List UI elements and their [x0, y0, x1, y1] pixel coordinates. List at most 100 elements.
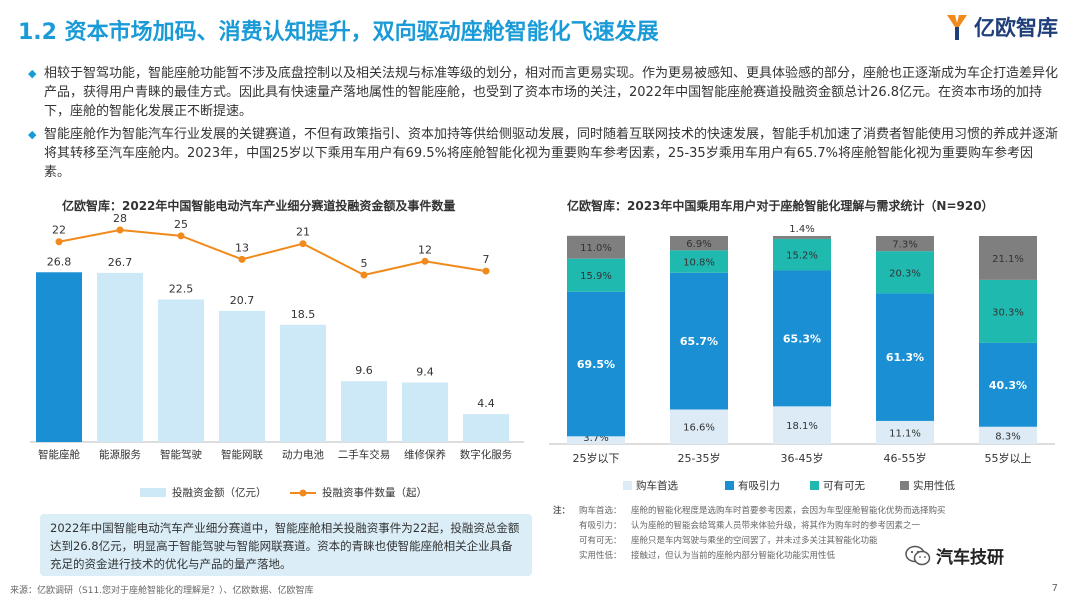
- x-tick-label: 智能座舱: [38, 448, 80, 461]
- legend-label: 可有可无: [823, 479, 865, 492]
- line-data-label: 22: [52, 224, 66, 237]
- stacked-segment: [773, 238, 831, 271]
- segment-data-label: 1.4%: [789, 224, 814, 235]
- note-key: 有吸引力：: [579, 521, 622, 531]
- legend-swatch: [900, 481, 909, 490]
- legend-swatch: [623, 481, 632, 490]
- watermark: 汽车技研: [905, 543, 1004, 568]
- chart-left-title: 亿欧智库：2022年中国智能电动汽车产业细分赛道投融资金额及事件数量: [62, 199, 456, 213]
- chart-right: 3.7% 69.5% 15.9% 11.0% 25岁以下 16.6% 65.7% 10.8% 6…: [549, 224, 1055, 492]
- segment-data-label: 11.1%: [889, 428, 921, 439]
- segment-data-label: 18.1%: [786, 421, 818, 432]
- line-point: [360, 271, 368, 279]
- bar-data-label: 9.6: [355, 364, 373, 377]
- segment-data-label: 16.6%: [683, 423, 715, 434]
- line-point: [299, 240, 307, 248]
- bullet-item: 智能座舱作为智能汽车行业发展的关键赛道，不但有政策指引、资本加持等供给侧驱动发展…: [28, 125, 1058, 182]
- bar-data-label: 18.5: [291, 308, 316, 321]
- series-line: [58, 228, 487, 277]
- bar: [402, 382, 448, 442]
- line-data-label: 5: [361, 257, 368, 270]
- segment-data-label: 11.0%: [580, 243, 612, 254]
- legend-label: 投融资金额（亿元）: [172, 486, 267, 499]
- note-value: 接触过，但认为当前的座舱内部分智能化功能实用性低: [631, 551, 836, 561]
- stacked-segment: [979, 426, 1037, 444]
- stacked-segment: [670, 409, 728, 444]
- stacked-segment: [670, 250, 728, 273]
- line-data-label: 12: [418, 243, 432, 256]
- segment-data-label: 30.3%: [992, 307, 1024, 318]
- stacked-segment: [979, 342, 1037, 427]
- line-data-label: 28: [113, 212, 127, 225]
- segment-data-label: 15.2%: [786, 251, 818, 262]
- legend-swatch: [810, 481, 819, 490]
- bar-data-label: 9.4: [416, 365, 434, 378]
- line-data-label: 21: [296, 226, 310, 239]
- segment-data-label: 15.9%: [580, 271, 612, 282]
- x-tick-label: 55岁以上: [985, 451, 1032, 465]
- x-tick-label: 46-55岁: [884, 451, 927, 465]
- segment-data-label: 65.7%: [680, 335, 718, 348]
- legend-label: 有吸引力: [738, 479, 780, 492]
- x-tick-label: 动力电池: [282, 448, 324, 461]
- legend-label: 购车首选: [636, 479, 678, 492]
- segment-data-label: 3.7%: [583, 433, 608, 444]
- note-row: 实用性低： 接触过，但认为当前的座舱内部分智能化功能实用性低: [553, 549, 1033, 564]
- notes-lead: 注：: [553, 506, 571, 516]
- x-tick-label: 25岁以下: [573, 451, 620, 465]
- segment-data-label: 40.3%: [989, 379, 1027, 392]
- segment-data-label: 8.3%: [995, 431, 1020, 442]
- segment-data-label: 7.3%: [892, 240, 917, 251]
- stacked-segment: [876, 420, 934, 444]
- line-data-label: 7: [483, 253, 490, 266]
- bar: [158, 299, 204, 442]
- legend-label: 投融资事件数量（起）: [322, 486, 427, 499]
- note-row: 有吸引力： 认为座舱的智能会给驾乘人员带来体验升级，将其作为购车时的参考因素之一: [553, 519, 1033, 534]
- line-data-label: 13: [235, 241, 249, 254]
- stacked-segment: [567, 291, 625, 437]
- stacked-segment: [567, 436, 625, 444]
- stacked-segment: [773, 236, 831, 239]
- segment-data-label: 6.9%: [686, 239, 711, 250]
- source-note: 来源：亿欧调研（S11.您对于座舱智能化的理解是？）、亿欧数据、亿欧智库: [10, 586, 314, 596]
- x-tick-label: 能源服务: [99, 448, 141, 461]
- x-tick-label: 智能驾驶: [160, 448, 202, 461]
- note-key: 购车首选：: [579, 506, 622, 516]
- logo-text: 亿欧智库: [974, 16, 1058, 40]
- x-tick-label: 二手车交易: [338, 448, 391, 461]
- bar-data-label: 26.7: [108, 256, 133, 269]
- x-tick-label: 智能网联: [221, 448, 263, 461]
- segment-data-label: 10.8%: [683, 258, 715, 269]
- note-value: 座舱只是车内驾驶与乘坐的空间罢了，并未过多关注其智能化功能: [631, 536, 878, 546]
- bar: [36, 272, 82, 442]
- notes: 注： 购车首选： 座舱的智能化程度是选购车时首要参考因素，会因为车型座舱智能化优…: [553, 504, 1033, 564]
- bar: [219, 310, 265, 442]
- stacked-segment: [773, 270, 831, 407]
- legend-label: 实用性低: [913, 479, 955, 492]
- bullet-list: 相较于智驾功能，智能座舱功能暂不涉及底盘控制以及相关法规与标准等级的划分，相对而…: [28, 64, 1058, 186]
- chart-left: 26.8 智能座舱 26.7 能源服务 22.5 智能驾驶 20.7 智能网联 18.5 动力电池…: [30, 212, 524, 499]
- line-point: [116, 226, 124, 234]
- bullet-item: 相较于智驾功能，智能座舱功能暂不涉及底盘控制以及相关法规与标准等级的划分，相对而…: [28, 64, 1058, 121]
- bar: [280, 324, 326, 442]
- legend-swatch: [725, 481, 734, 490]
- line-point: [55, 238, 63, 246]
- stacked-segment: [670, 236, 728, 251]
- line-point: [238, 255, 246, 263]
- stacked-segment: [979, 279, 1037, 343]
- x-tick-label: 数字化服务: [460, 448, 513, 461]
- bar: [463, 414, 509, 442]
- wechat-icon: [905, 545, 931, 565]
- x-tick-label: 维修保养: [404, 448, 446, 461]
- stacked-segment: [979, 236, 1037, 280]
- note-value: 认为座舱的智能会给驾乘人员带来体验升级，将其作为购车时的参考因素之一: [631, 521, 921, 531]
- x-tick-label: 36-45岁: [781, 451, 824, 465]
- bar: [341, 381, 387, 442]
- bar-data-label: 20.7: [230, 294, 255, 307]
- stacked-segment: [876, 236, 934, 252]
- bar-data-label: 22.5: [169, 283, 194, 296]
- line-data-label: 25: [174, 218, 188, 231]
- segment-data-label: 21.1%: [992, 254, 1024, 265]
- segment-data-label: 61.3%: [886, 351, 924, 364]
- summary-box: 2022年中国智能电动汽车产业细分赛道中，智能座舱相关投融资事件为22起，投融资…: [40, 514, 532, 576]
